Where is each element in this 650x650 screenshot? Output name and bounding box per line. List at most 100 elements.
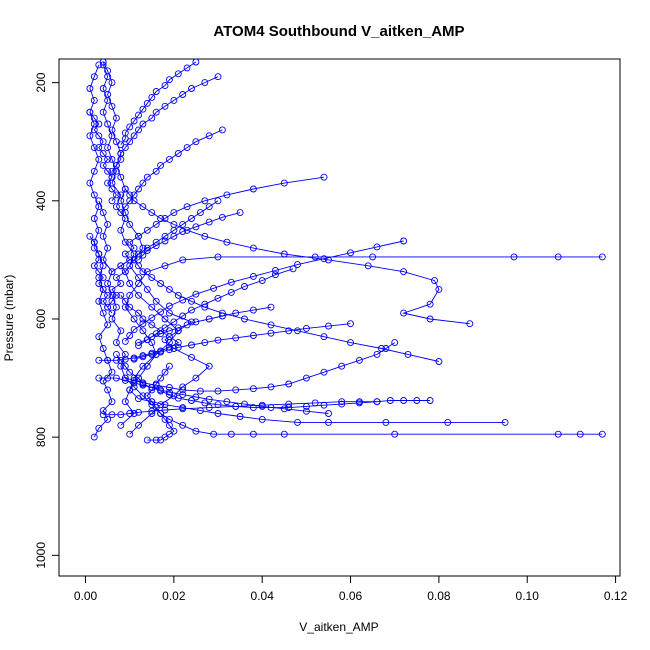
data-point <box>104 67 112 75</box>
data-point <box>99 161 107 169</box>
data-point <box>214 197 222 205</box>
data-point <box>121 355 129 363</box>
data-point <box>302 324 310 332</box>
data-point <box>95 268 103 276</box>
data-point <box>161 401 169 409</box>
data-point <box>108 185 116 193</box>
data-point <box>117 421 125 429</box>
data-point <box>104 291 112 299</box>
series-6 <box>104 173 328 311</box>
data-point <box>271 267 279 274</box>
data-point <box>112 339 120 347</box>
data-point <box>90 215 98 222</box>
data-point <box>95 155 103 163</box>
data-point <box>400 237 408 245</box>
series-line <box>111 200 219 273</box>
data-point <box>104 244 112 252</box>
data-point <box>174 291 182 299</box>
series-line <box>89 111 117 202</box>
data-point <box>104 321 112 329</box>
data-point <box>148 407 156 415</box>
x-tick-label: 0.06 <box>339 589 363 603</box>
data-point <box>121 238 129 246</box>
data-point <box>135 408 142 416</box>
data-point <box>152 238 160 246</box>
data-point <box>165 391 173 399</box>
data-point <box>139 203 147 211</box>
data-point <box>90 167 98 175</box>
y-axis-label: Pressure (mbar) <box>2 275 16 362</box>
series-13 <box>108 73 222 181</box>
data-point <box>143 244 151 252</box>
data-point <box>205 395 213 403</box>
data-point <box>174 339 182 347</box>
data-point <box>435 358 443 365</box>
data-point <box>201 399 209 407</box>
data-point <box>170 318 178 326</box>
series-24 <box>86 232 116 317</box>
data-point <box>139 381 147 389</box>
data-point <box>232 309 240 317</box>
series-line <box>133 323 351 360</box>
data-point <box>161 237 169 245</box>
data-point <box>104 356 112 364</box>
data-point <box>165 155 173 163</box>
data-point <box>130 379 138 387</box>
data-point <box>188 397 195 404</box>
series-20 <box>117 58 200 149</box>
data-point <box>130 132 138 140</box>
data-point <box>210 430 218 438</box>
data-point <box>161 82 169 90</box>
data-point <box>126 410 134 417</box>
data-point <box>157 161 165 169</box>
data-point <box>294 327 301 335</box>
data-point <box>201 300 209 308</box>
data-point <box>117 327 125 335</box>
data-point <box>112 161 120 169</box>
data-point <box>148 398 156 406</box>
series-14 <box>117 126 226 217</box>
data-point <box>99 61 107 69</box>
x-tick-label: 0.10 <box>516 589 540 603</box>
data-point <box>179 256 187 264</box>
series-16 <box>130 320 354 363</box>
data-point <box>121 135 129 143</box>
data-point <box>104 280 112 287</box>
data-point <box>143 392 151 400</box>
data-point <box>135 185 142 193</box>
data-point <box>179 296 187 304</box>
data-point <box>338 400 346 408</box>
data-point <box>148 303 156 311</box>
x-tick-label: 0.00 <box>74 589 98 603</box>
data-point <box>205 218 213 226</box>
data-point <box>117 141 125 149</box>
data-point <box>95 356 103 364</box>
data-point <box>95 144 103 152</box>
data-point <box>170 96 178 104</box>
data-point <box>117 155 125 163</box>
data-point <box>130 117 138 125</box>
data-point <box>510 253 518 261</box>
data-point <box>99 411 107 419</box>
data-point <box>280 179 288 187</box>
data-point <box>289 265 297 273</box>
data-point <box>249 272 257 280</box>
series-25 <box>86 108 120 205</box>
data-point <box>139 315 147 323</box>
series-line <box>124 188 470 325</box>
data-point <box>143 285 151 293</box>
data-point <box>135 126 142 134</box>
data-point <box>152 108 160 116</box>
data-point <box>99 232 107 240</box>
data-point <box>104 374 112 382</box>
data-point <box>104 386 112 394</box>
data-point <box>179 228 187 235</box>
x-tick-label: 0.02 <box>162 589 186 603</box>
data-point <box>86 232 94 240</box>
data-point <box>325 322 332 330</box>
data-point <box>143 226 151 234</box>
data-point <box>104 155 112 163</box>
data-point <box>232 402 240 410</box>
data-point <box>302 374 310 382</box>
data-point <box>165 343 173 351</box>
